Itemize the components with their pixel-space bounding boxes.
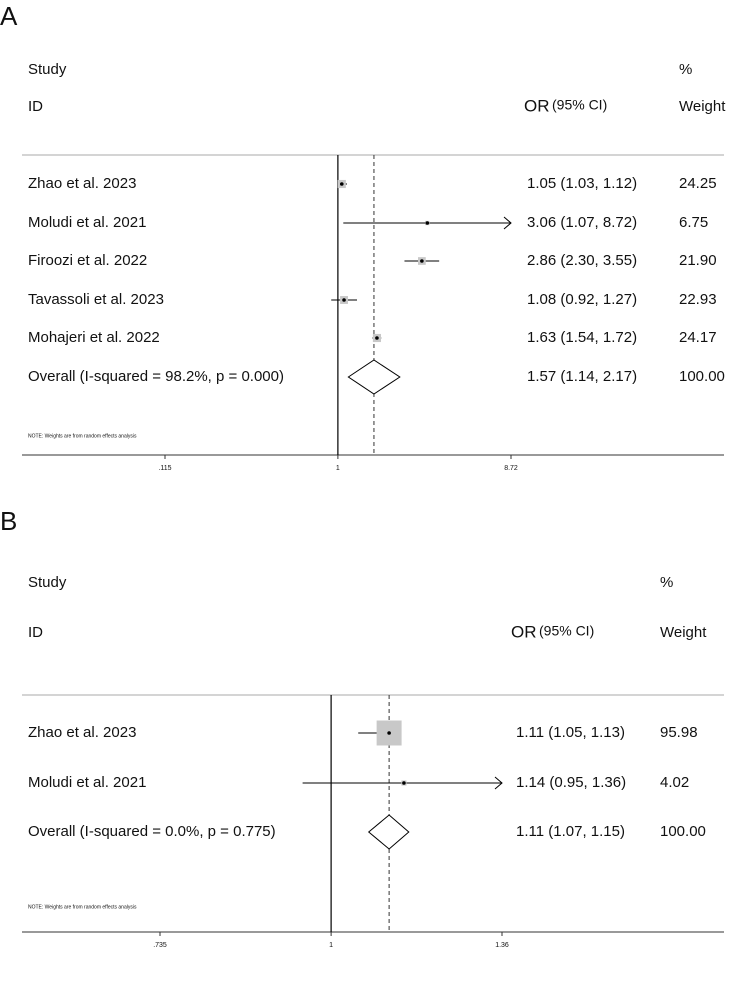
overall-diamond: [347, 359, 401, 395]
study-label: Moludi et al. 2021: [28, 214, 146, 231]
weight-label: 24.17: [679, 329, 717, 346]
overall-label: Overall (I-squared = 0.0%, p = 0.775): [28, 823, 276, 840]
header-pct: %: [679, 61, 692, 78]
note: NOTE: Weights are from random effects an…: [28, 904, 137, 910]
point-estimate: [342, 298, 346, 302]
study-label: Mohajeri et al. 2022: [28, 329, 160, 346]
header-ci: (95% CI): [552, 97, 607, 113]
study-label: Firoozi et al. 2022: [28, 252, 147, 269]
x-tick-label: 1.36: [495, 942, 509, 949]
effect-label: 2.86 (2.30, 3.55): [527, 252, 637, 269]
weight-label: 22.93: [679, 291, 717, 308]
effect-label: 1.63 (1.54, 1.72): [527, 329, 637, 346]
effect-label: 3.06 (1.07, 8.72): [527, 214, 637, 231]
overall-weight: 100.00: [679, 368, 725, 385]
x-tick-label: 8.72: [504, 465, 518, 472]
header-effect: OR: [524, 96, 550, 115]
effect-label: 1.05 (1.03, 1.12): [527, 175, 637, 192]
point-estimate: [425, 221, 430, 225]
panel-label: A: [0, 1, 18, 31]
x-tick-label: .735: [153, 942, 167, 949]
header-weight: Weight: [679, 98, 726, 115]
header-study: Study: [28, 61, 67, 78]
overall-label: Overall (I-squared = 98.2%, p = 0.000): [28, 368, 284, 385]
header-effect: OR: [511, 622, 537, 641]
overall-effect: 1.57 (1.14, 2.17): [527, 368, 637, 385]
note: NOTE: Weights are from random effects an…: [28, 433, 137, 439]
header-pct: %: [660, 574, 673, 591]
point-estimate: [420, 259, 424, 263]
x-tick-label: 1: [336, 465, 340, 472]
x-tick-label: 1: [329, 942, 333, 949]
study-label: Zhao et al. 2023: [28, 175, 136, 192]
ci-arrow: [494, 776, 503, 790]
point-estimate: [387, 731, 391, 735]
x-tick-label: .115: [158, 465, 171, 472]
study-label: Tavassoli et al. 2023: [28, 291, 164, 308]
weight-label: 21.90: [679, 252, 717, 269]
point-estimate: [339, 182, 344, 186]
study-label: Moludi et al. 2021: [28, 774, 146, 791]
point-estimate: [375, 336, 379, 340]
effect-label: 1.14 (0.95, 1.36): [516, 774, 626, 791]
weight-label: 6.75: [679, 214, 708, 231]
panel-label: B: [0, 506, 17, 536]
point-estimate: [402, 781, 406, 785]
weight-label: 24.25: [679, 175, 717, 192]
header-study: Study: [28, 574, 67, 591]
study-label: Zhao et al. 2023: [28, 724, 136, 741]
weight-label: 95.98: [660, 724, 698, 741]
header-ci: (95% CI): [539, 623, 594, 639]
overall-diamond: [367, 814, 410, 850]
overall-weight: 100.00: [660, 823, 706, 840]
effect-label: 1.11 (1.05, 1.13): [516, 724, 625, 741]
overall-effect: 1.11 (1.07, 1.15): [516, 823, 625, 840]
header-weight: Weight: [660, 624, 707, 641]
header-id: ID: [28, 624, 43, 641]
ci-arrow: [503, 216, 512, 230]
header-id: ID: [28, 98, 43, 115]
weight-label: 4.02: [660, 774, 689, 791]
effect-label: 1.08 (0.92, 1.27): [527, 291, 637, 308]
